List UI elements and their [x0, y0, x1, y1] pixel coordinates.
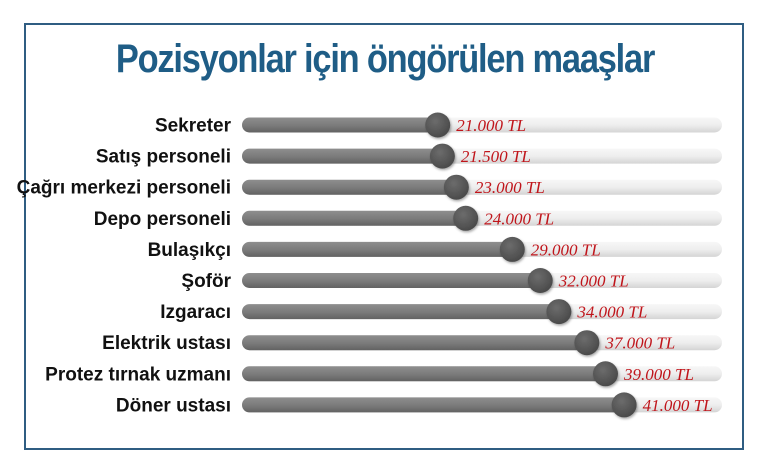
bar-knob — [592, 361, 618, 387]
bar-row: Satış personeli 21.500 TL — [96, 143, 722, 169]
bar — [242, 241, 513, 257]
bar-knob — [425, 112, 451, 138]
category-label: Sekreter — [155, 116, 232, 137]
bar — [242, 273, 541, 288]
bar-row: Depo personeli 24.000 TL — [94, 205, 722, 231]
category-label: Izgaracı — [160, 302, 231, 323]
bar-row: Çağrı merkezi personeli 23.000 TL — [17, 174, 722, 200]
category-label: Döner ustası — [116, 395, 231, 416]
bar-row: Döner ustası 41.000 TL — [116, 392, 722, 418]
bar — [242, 335, 587, 351]
category-label: Elektrik ustası — [102, 333, 231, 354]
bar — [242, 397, 625, 413]
bar — [242, 210, 466, 226]
bar-row: Elektrik ustası 37.000 TL — [102, 330, 722, 356]
value-label: 21.500 TL — [461, 147, 531, 166]
bar-knob — [499, 236, 525, 262]
category-label: Bulaşıkçı — [148, 240, 231, 261]
bar-knob — [429, 143, 455, 169]
value-label: 39.000 TL — [623, 365, 694, 384]
category-label: Satış personeli — [96, 147, 231, 168]
value-label: 34.000 TL — [576, 303, 647, 322]
category-label: Protez tırnak uzmanı — [45, 364, 231, 385]
bar-row: Sekreter 21.000 TL — [155, 112, 722, 138]
bar-knob — [443, 174, 469, 200]
bar — [242, 304, 559, 320]
category-label: Çağrı merkezi personeli — [17, 178, 231, 199]
bar-knob — [527, 268, 553, 293]
value-label: 23.000 TL — [475, 178, 545, 197]
value-label: 37.000 TL — [604, 334, 675, 353]
bar-row: Protez tırnak uzmanı 39.000 TL — [45, 361, 722, 387]
bar-knob — [574, 330, 600, 356]
bar — [242, 366, 606, 382]
value-label: 41.000 TL — [643, 396, 713, 415]
value-label: 24.000 TL — [484, 209, 554, 228]
bar-row: Izgaracı 34.000 TL — [160, 299, 722, 325]
category-label: Şoför — [181, 271, 231, 292]
bar-knob — [453, 205, 479, 231]
value-label: 29.000 TL — [531, 240, 601, 259]
category-label: Depo personeli — [94, 209, 231, 230]
bar-knob — [546, 299, 572, 325]
bar-knob — [611, 392, 637, 418]
bar-row: Şoför 32.000 TL — [181, 268, 722, 293]
bar — [242, 179, 457, 195]
chart-title: Pozisyonlar için öngörülen maaşlar — [115, 37, 655, 81]
value-label: 21.000 TL — [456, 116, 526, 135]
bar-row: Bulaşıkçı 29.000 TL — [148, 236, 722, 262]
bar — [242, 148, 443, 164]
bar — [242, 117, 438, 133]
value-label: 32.000 TL — [558, 272, 629, 291]
